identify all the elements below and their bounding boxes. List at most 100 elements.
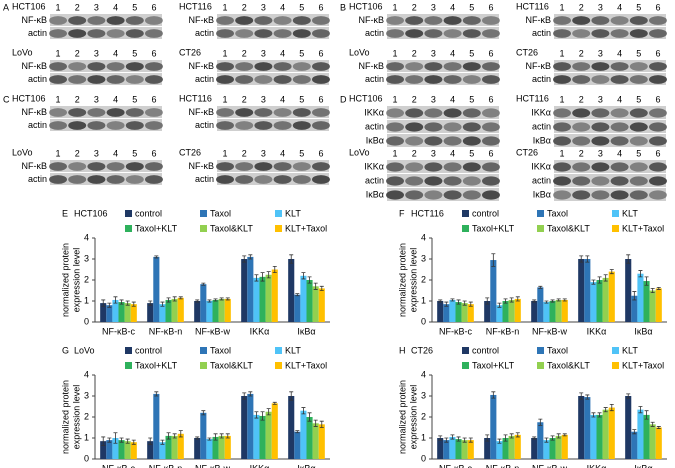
bar — [153, 256, 160, 322]
y-tick-label: 2 — [84, 411, 89, 421]
lane-number: 3 — [598, 48, 603, 58]
lane-number: 3 — [598, 2, 603, 12]
bar — [247, 256, 254, 322]
lane-number: 5 — [132, 2, 137, 12]
band — [591, 122, 610, 132]
row-label: IκBα — [533, 135, 551, 145]
error-bar — [497, 438, 502, 444]
band — [273, 75, 292, 84]
band — [553, 16, 571, 25]
error-bar — [113, 296, 118, 304]
band — [254, 121, 273, 130]
bar — [496, 441, 503, 459]
band — [553, 75, 571, 84]
cell-line: LoVo — [12, 147, 33, 157]
band — [591, 136, 610, 146]
band — [482, 162, 500, 172]
legend-label: Taxol+KLT — [472, 360, 515, 370]
lane-number: 6 — [318, 148, 323, 158]
lane-number: 6 — [318, 48, 323, 58]
bar — [561, 434, 568, 459]
bar — [655, 288, 662, 322]
bar — [171, 435, 178, 459]
band — [106, 62, 125, 71]
x-tick-label: IKKα — [250, 463, 270, 468]
bar — [312, 423, 319, 459]
band — [145, 62, 163, 71]
bar — [206, 301, 213, 322]
band — [462, 190, 481, 200]
legend-label: KLT — [622, 345, 638, 355]
legend-label: Taxol — [210, 345, 231, 355]
y-axis-label: expression level — [408, 385, 418, 450]
band — [254, 62, 273, 71]
band — [649, 122, 667, 132]
bar — [555, 299, 562, 322]
y-tick-label: 2 — [421, 274, 426, 284]
error-bar — [101, 436, 106, 446]
error-bar — [225, 433, 230, 439]
cell-line: LoVo — [349, 47, 370, 57]
band — [629, 176, 648, 186]
legend-label: control — [472, 345, 499, 355]
band — [443, 122, 462, 132]
legend-label: Taxol — [547, 345, 568, 355]
band — [424, 75, 443, 84]
lane-number: 1 — [55, 2, 60, 12]
band — [482, 190, 500, 200]
band — [312, 108, 330, 117]
band — [125, 121, 144, 130]
band — [405, 108, 424, 118]
legend-swatch — [537, 210, 544, 217]
cell-line: CT26 — [516, 47, 538, 57]
band — [553, 190, 571, 200]
bar — [294, 431, 301, 459]
error-bar — [532, 299, 537, 303]
lane-number: 2 — [579, 94, 584, 104]
bar — [584, 397, 591, 459]
lane-number: 3 — [94, 148, 99, 158]
band — [68, 29, 87, 38]
lane-number: 6 — [318, 2, 323, 12]
band — [424, 176, 443, 186]
lane-number: 5 — [299, 148, 304, 158]
lane-number: 1 — [222, 148, 227, 158]
band — [125, 175, 144, 184]
bar — [241, 396, 248, 459]
bar — [578, 259, 585, 322]
bar — [608, 271, 615, 322]
x-tick-label: NF-κB-c — [439, 326, 472, 336]
bar — [106, 305, 113, 322]
band — [312, 121, 330, 130]
band — [629, 16, 648, 25]
bar — [590, 282, 597, 322]
error-bar — [125, 300, 130, 306]
error-bar — [295, 293, 300, 297]
bar — [549, 301, 556, 322]
x-tick-label: NF-κB-c — [102, 326, 135, 336]
band — [145, 29, 163, 38]
error-bar — [107, 302, 112, 308]
error-bar — [503, 434, 508, 442]
lane-number: 5 — [636, 148, 641, 158]
y-tick-label: 1 — [421, 432, 426, 442]
y-tick-label: 3 — [421, 253, 426, 263]
band — [125, 108, 144, 117]
error-bar — [125, 438, 130, 444]
band — [254, 16, 273, 25]
band — [591, 176, 610, 186]
band — [235, 62, 254, 71]
band — [235, 162, 254, 171]
lane-number: 2 — [579, 48, 584, 58]
band — [462, 176, 481, 186]
error-bar — [550, 299, 555, 303]
band — [87, 62, 106, 71]
row-label: NF-κB — [22, 107, 48, 117]
band — [386, 136, 404, 146]
band — [553, 29, 571, 38]
legend-label: control — [135, 345, 162, 355]
y-tick-label: 1 — [84, 295, 89, 305]
error-bar — [603, 274, 608, 282]
error-bar — [172, 296, 177, 302]
band — [649, 162, 667, 172]
